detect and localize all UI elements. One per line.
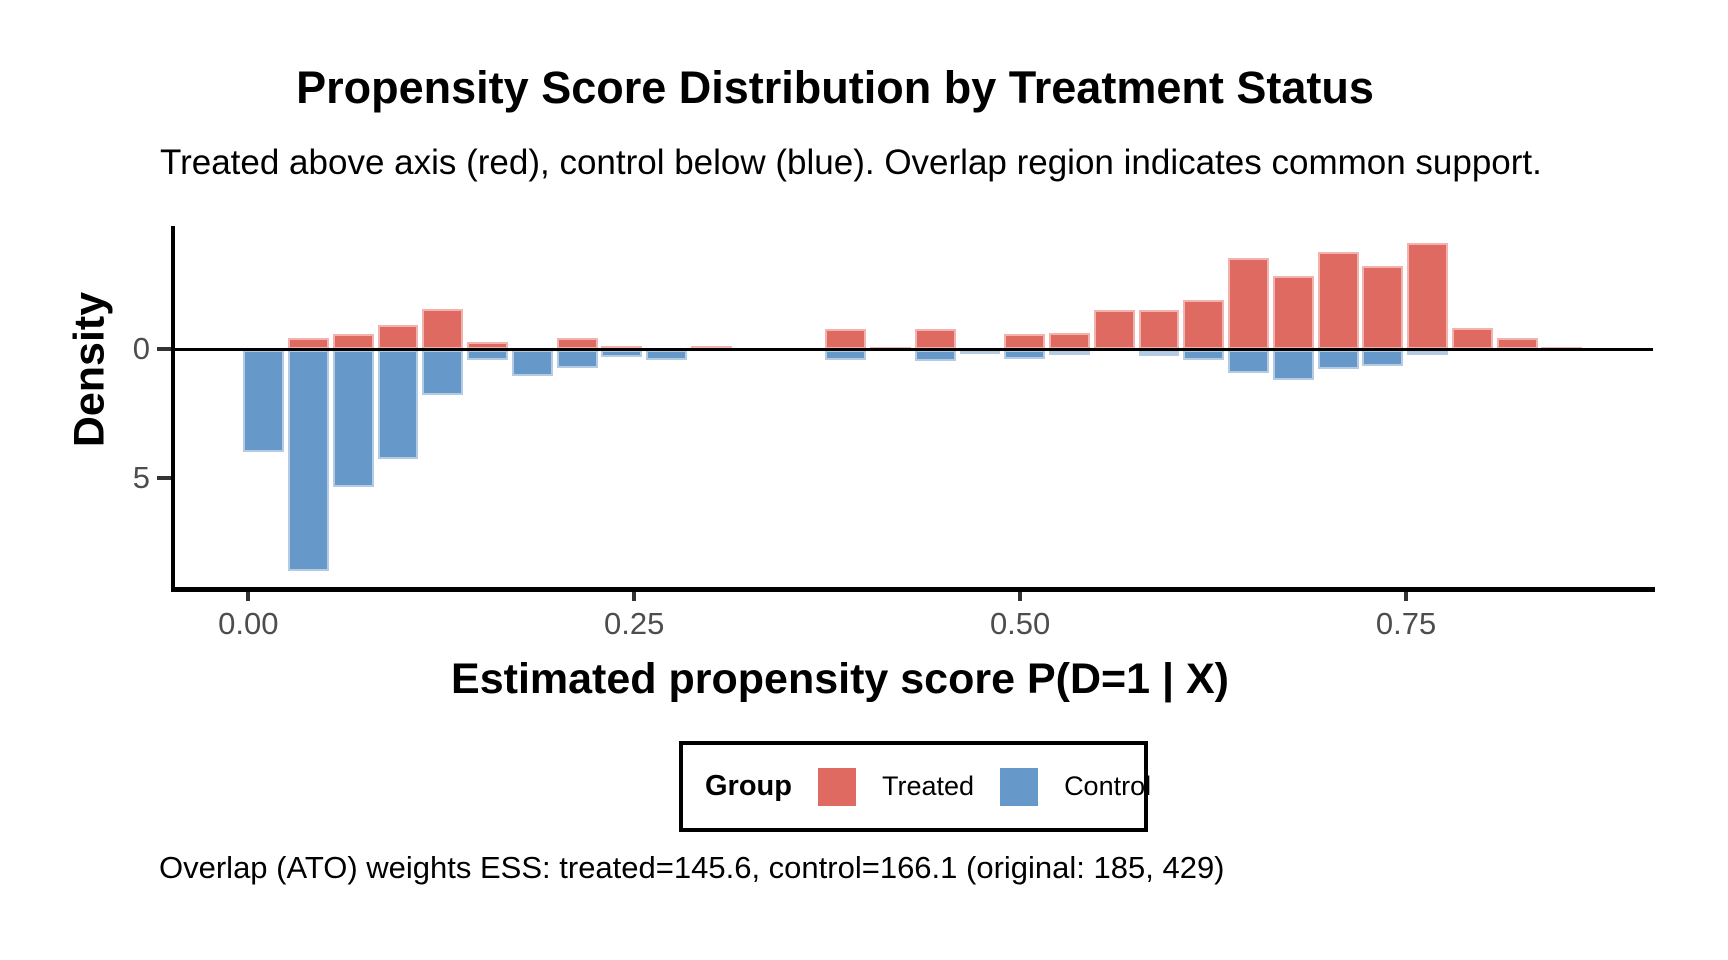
treated-bar bbox=[1049, 332, 1090, 350]
x-tick-label: 0.25 bbox=[604, 606, 665, 641]
zero-line bbox=[175, 347, 1653, 351]
control-bar bbox=[1272, 350, 1314, 381]
treated-bar bbox=[1228, 257, 1270, 350]
treated-bar bbox=[1183, 299, 1225, 350]
treated-bar bbox=[1362, 266, 1404, 350]
x-axis-title: Estimated propensity score P(D=1 | X) bbox=[451, 655, 1229, 703]
chart-caption: Overlap (ATO) weights ESS: treated=145.6… bbox=[159, 850, 1225, 885]
x-tick-mark bbox=[632, 592, 637, 601]
y-axis-line bbox=[171, 226, 175, 592]
y-tick-label: 0 bbox=[132, 331, 150, 367]
control-bar bbox=[1228, 350, 1270, 373]
y-tick-mark bbox=[157, 476, 171, 481]
control-bar bbox=[825, 350, 867, 360]
x-axis-line bbox=[171, 587, 1655, 592]
legend-title: Group bbox=[705, 770, 792, 802]
y-tick-label: 5 bbox=[132, 460, 150, 496]
legend-swatch-treated bbox=[818, 767, 856, 806]
treated-bar bbox=[914, 328, 956, 350]
control-bar bbox=[1317, 350, 1359, 369]
treated-bar bbox=[1451, 327, 1493, 350]
control-bar bbox=[556, 350, 598, 368]
x-tick-mark bbox=[246, 592, 251, 601]
control-bar bbox=[1138, 350, 1180, 356]
treated-bar bbox=[1317, 251, 1359, 350]
treated-bar bbox=[377, 324, 419, 350]
x-tick-label: 0.75 bbox=[1375, 606, 1437, 641]
x-tick-mark bbox=[1404, 592, 1409, 601]
control-bar bbox=[511, 350, 553, 377]
x-tick-mark bbox=[1018, 592, 1023, 601]
control-bar bbox=[1004, 350, 1046, 359]
control-bar bbox=[1407, 350, 1449, 356]
chart-title: Propensity Score Distribution by Treatme… bbox=[296, 62, 1374, 113]
control-bar bbox=[288, 350, 329, 571]
control-bar bbox=[422, 350, 464, 396]
treated-bar bbox=[825, 329, 867, 350]
treated-bar bbox=[601, 345, 643, 350]
treated-bar bbox=[1272, 276, 1314, 350]
control-bar bbox=[646, 350, 688, 361]
control-bar bbox=[914, 350, 956, 362]
control-bar bbox=[1183, 350, 1225, 360]
control-bar bbox=[1362, 350, 1404, 367]
legend-swatch-control bbox=[1000, 767, 1039, 806]
treated-bar bbox=[690, 345, 732, 350]
control-bar bbox=[377, 350, 419, 459]
x-tick-label: 0.00 bbox=[218, 606, 279, 641]
treated-bar bbox=[1407, 243, 1449, 350]
legend-label-treated: Treated bbox=[882, 771, 975, 801]
treated-bar bbox=[422, 309, 464, 350]
treated-bar bbox=[1138, 309, 1180, 350]
control-bar bbox=[467, 350, 509, 360]
treated-bar bbox=[1093, 309, 1135, 350]
chart-subtitle: Treated above axis (red), control below … bbox=[160, 143, 1542, 182]
control-bar bbox=[959, 350, 1001, 355]
legend: Group Treated Control bbox=[679, 741, 1152, 832]
legend-label-control: Control bbox=[1064, 771, 1152, 801]
y-tick-mark bbox=[157, 347, 171, 352]
control-bar bbox=[601, 350, 643, 358]
x-tick-label: 0.50 bbox=[989, 606, 1051, 641]
control-bar bbox=[1049, 350, 1090, 355]
control-bar bbox=[243, 350, 285, 453]
control-bar bbox=[332, 350, 374, 488]
